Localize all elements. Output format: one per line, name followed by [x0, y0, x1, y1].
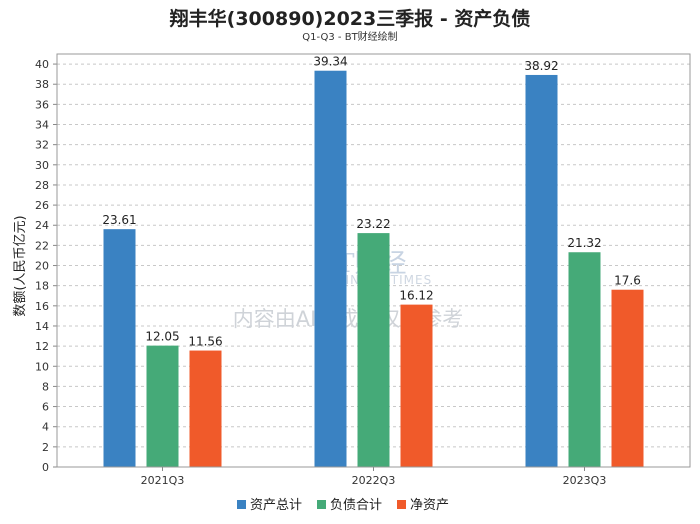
data-label: 39.34 — [313, 55, 347, 69]
x-tick-label: 2022Q3 — [352, 474, 396, 487]
y-axis-label: 数额(人民币亿元) — [13, 215, 28, 316]
y-tick-label: 16 — [35, 300, 49, 313]
y-tick-label: 38 — [35, 78, 49, 91]
bar-1-2 — [314, 70, 347, 467]
y-tick-label: 20 — [35, 260, 49, 273]
legend-label: 资产总计 — [250, 498, 302, 513]
y-tick-label: 40 — [35, 58, 49, 71]
bar-3-2 — [400, 304, 433, 467]
x-tick-labels: 2021Q3 2022Q3 2023Q3 — [141, 474, 607, 487]
chart-title: 翔丰华(300890)2023三季报 - 资产负债 — [169, 8, 531, 30]
bar-2-1 — [146, 345, 179, 467]
y-tick-label: 0 — [42, 461, 49, 474]
legend-label: 净资产 — [410, 498, 449, 513]
axes — [53, 53, 691, 471]
x-tick-label: 2021Q3 — [141, 474, 185, 487]
y-tick-label: 14 — [35, 320, 49, 333]
y-tick-label: 34 — [35, 119, 49, 132]
y-tick-label: 30 — [35, 159, 49, 172]
y-tick-label: 8 — [42, 380, 49, 393]
y-tick-label: 2 — [42, 441, 49, 454]
bar-3-3 — [611, 289, 644, 467]
bar-1-3 — [525, 74, 558, 467]
y-tick-label: 24 — [35, 219, 49, 232]
y-tick-label: 28 — [35, 179, 49, 192]
bar-3-1 — [189, 350, 222, 467]
data-label: 38.92 — [524, 59, 558, 73]
y-tick-label: 32 — [35, 139, 49, 152]
x-tick-label: 2023Q3 — [563, 474, 607, 487]
y-tick-label: 22 — [35, 239, 49, 252]
bars — [103, 70, 644, 467]
y-tick-label: 10 — [35, 360, 49, 373]
data-label: 23.22 — [356, 217, 390, 231]
y-tick-label: 26 — [35, 199, 49, 212]
legend-swatch — [397, 500, 406, 509]
legend-swatch — [237, 500, 246, 509]
y-tick-label: 36 — [35, 98, 49, 111]
data-label: 17.6 — [614, 274, 641, 288]
data-label: 11.56 — [188, 335, 222, 349]
legend-swatch — [317, 500, 326, 509]
data-label: 12.05 — [145, 330, 179, 344]
y-tick-label: 4 — [42, 421, 49, 434]
y-tick-label: 6 — [42, 401, 49, 414]
bar-2-2 — [357, 233, 390, 467]
legend: 资产总计 负债合计 净资产 — [237, 498, 449, 513]
data-label: 16.12 — [399, 289, 433, 303]
bar-1-1 — [103, 229, 136, 467]
bar-2-3 — [568, 252, 601, 467]
chart-subtitle: Q1-Q3 - BT财经绘制 — [302, 32, 398, 43]
y-tick-label: 18 — [35, 280, 49, 293]
data-label: 23.61 — [102, 213, 136, 227]
data-label: 21.32 — [567, 236, 601, 250]
legend-label: 负债合计 — [330, 498, 382, 513]
data-labels: 23.61 12.05 11.56 39.34 23.22 16.12 38.92 21.32… — [102, 55, 641, 349]
y-tick-label: 12 — [35, 340, 49, 353]
